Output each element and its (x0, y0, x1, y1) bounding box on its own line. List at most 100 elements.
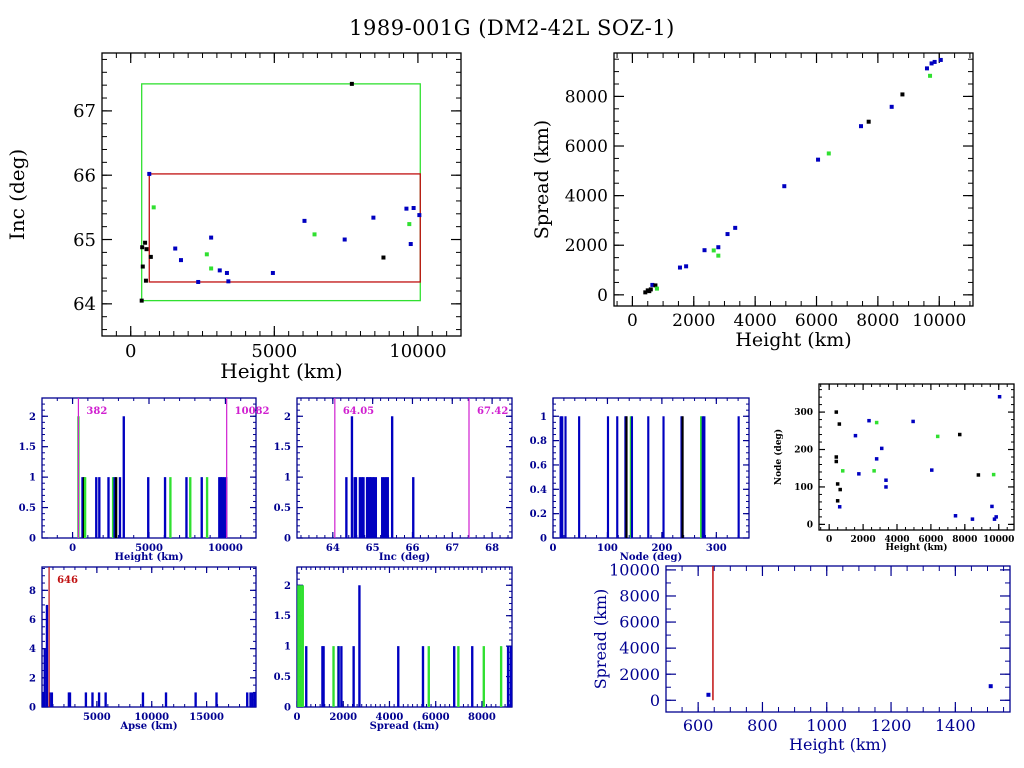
histogram-bar (50, 692, 54, 707)
data-point (928, 73, 933, 78)
histogram-bar (358, 477, 362, 538)
histogram-bar (385, 477, 388, 538)
histogram-bar (113, 477, 116, 538)
data-point (872, 469, 876, 473)
data-point (725, 232, 730, 237)
histogram-bar (81, 477, 84, 538)
histogram-bar (412, 477, 415, 538)
x-axis-label: Height (km) (115, 552, 184, 563)
node-vs-height: 0 2000 4000 6000 8000 10000 0 100 200 300 Height (… (773, 383, 1015, 553)
data-point (879, 446, 884, 451)
data-point (884, 485, 888, 489)
height-histogram: 0 5000 10000 0 0.5 1 1.5 2 Height (km) 382 10082 (19, 397, 270, 563)
x-tick-label: 0 (627, 311, 638, 331)
y-tick-label: 1.5 (274, 611, 291, 622)
x-tick-label: 1200 (871, 716, 912, 735)
x-tick-label: 200 (651, 543, 672, 554)
apse-histogram: 5000 10000 15000 0 2 4 6 8 Apse (km) 646 (29, 566, 257, 732)
data-point (173, 246, 178, 251)
x-axis-label: Height (km) (885, 542, 947, 553)
data-point (224, 270, 229, 275)
histogram-bar (164, 692, 168, 707)
data-point (997, 394, 1002, 399)
histogram-bar (249, 692, 252, 707)
histogram-bar (700, 416, 703, 538)
x-tick-label: 4000 (734, 311, 777, 331)
histogram-bar (453, 646, 456, 707)
data-point (837, 422, 842, 426)
data-point (417, 213, 422, 218)
histogram-bar (246, 692, 249, 707)
histogram-bar (194, 692, 197, 707)
data-point (653, 283, 658, 288)
data-point (874, 457, 879, 461)
data-point (706, 692, 711, 697)
data-point (816, 157, 821, 162)
x-axis-label: Node (deg) (620, 552, 682, 563)
x-tick-label: 6000 (795, 311, 838, 331)
data-point (648, 287, 653, 292)
y-tick-label: 6000 (565, 137, 608, 157)
histogram-bar (45, 604, 49, 707)
data-point (643, 290, 648, 295)
data-point (147, 171, 152, 176)
data-point (209, 266, 214, 271)
x-tick-label: 10000 (389, 341, 446, 362)
histogram-bar (251, 692, 254, 707)
data-point (992, 517, 997, 521)
x-tick-label: 600 (683, 716, 714, 735)
y-tick-label: 1 (540, 412, 547, 423)
y-tick-label: 100 (794, 483, 813, 493)
histogram-bar (362, 477, 365, 538)
data-point (312, 232, 317, 237)
plot-frame (613, 52, 974, 307)
data-point (957, 432, 962, 437)
data-point (867, 418, 871, 423)
data-point (151, 205, 156, 210)
y-tick-label: 2000 (565, 236, 608, 256)
data-point (932, 59, 937, 64)
histogram-bar (509, 646, 513, 707)
data-point (853, 433, 858, 438)
histogram-bar (624, 416, 627, 538)
x-tick-label: 6000 (918, 535, 943, 545)
histogram-bar (471, 646, 474, 707)
x-tick-label: 15000 (189, 712, 224, 723)
histogram-bar (147, 477, 150, 538)
x-tick-label: 10000 (912, 311, 966, 331)
y-tick-label: 4 (29, 644, 36, 655)
data-point (930, 468, 934, 472)
data-point (148, 254, 153, 259)
histogram-bar (427, 646, 430, 707)
histogram-bar (205, 477, 209, 538)
data-point (217, 268, 222, 273)
x-tick-label: 65 (366, 543, 380, 554)
data-point (684, 264, 689, 269)
histogram-bar (218, 477, 221, 538)
x-tick-label: 66 (406, 543, 420, 554)
y-tick-label: 0 (597, 286, 608, 306)
y-tick-label: 2 (29, 673, 36, 684)
data-point (857, 472, 861, 476)
histogram-bar (647, 416, 650, 538)
x-tick-label: 4000 (376, 712, 404, 723)
data-point (835, 499, 840, 503)
data-point (866, 119, 871, 124)
y-tick-label: 6 (29, 615, 36, 626)
x-tick-label: 300 (706, 543, 727, 554)
histogram-bar (381, 477, 384, 538)
histogram-bar (215, 692, 218, 707)
histogram-bar (95, 477, 98, 538)
data-point (404, 206, 409, 211)
histogram-bar (625, 416, 628, 538)
histogram-bar (374, 477, 378, 538)
plot-frame (41, 566, 257, 708)
data-point (826, 151, 831, 156)
y-tick-label: 65 (73, 230, 96, 251)
marker-label: 67.42 (477, 406, 508, 417)
data-point (924, 66, 929, 71)
y-tick-label: 2 (284, 581, 291, 592)
data-point (988, 684, 993, 689)
y-axis-label: Inc (deg) (5, 149, 29, 240)
data-point (270, 270, 275, 275)
